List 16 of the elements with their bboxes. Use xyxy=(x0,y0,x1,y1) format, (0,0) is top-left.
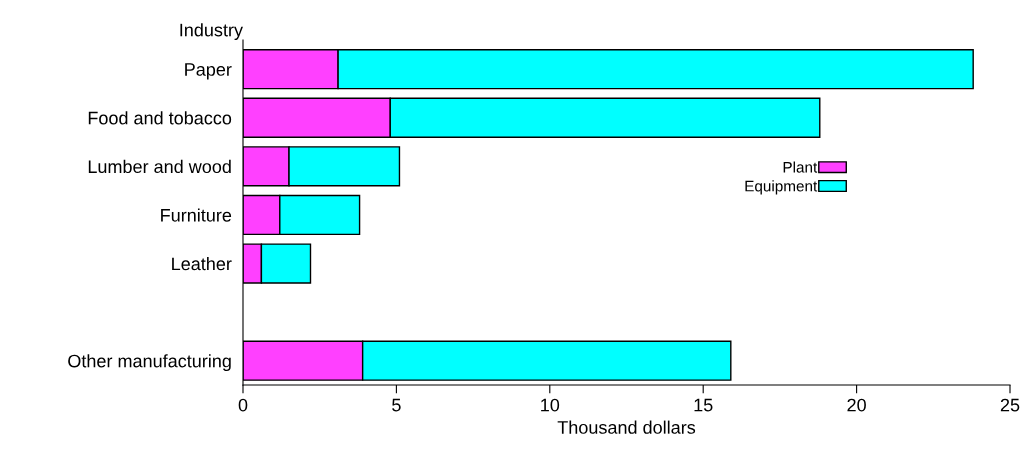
x-tick-label: 5 xyxy=(392,398,401,412)
y-tick-label: Furniture xyxy=(161,208,232,222)
x-tick-label: 10 xyxy=(541,398,560,412)
y-axis-title: Industry xyxy=(180,23,243,40)
y-tick-label: Food and tobacco xyxy=(88,111,232,125)
x-tick-label: 20 xyxy=(847,398,866,412)
y-tick-label: Other manufacturing xyxy=(68,354,231,371)
x-tick-label: 15 xyxy=(694,398,713,412)
x-axis-title: Thousand dollars xyxy=(557,420,696,434)
y-tick-label: Lumber and wood xyxy=(88,159,231,174)
legend-label: Equipment xyxy=(745,180,818,195)
x-tick-label: 0 xyxy=(238,398,248,412)
y-tick-label: Paper xyxy=(185,63,232,80)
x-tick-label: 25 xyxy=(1000,398,1020,412)
legend-label: Plant xyxy=(783,161,818,173)
y-tick-label: Leather xyxy=(172,256,232,271)
